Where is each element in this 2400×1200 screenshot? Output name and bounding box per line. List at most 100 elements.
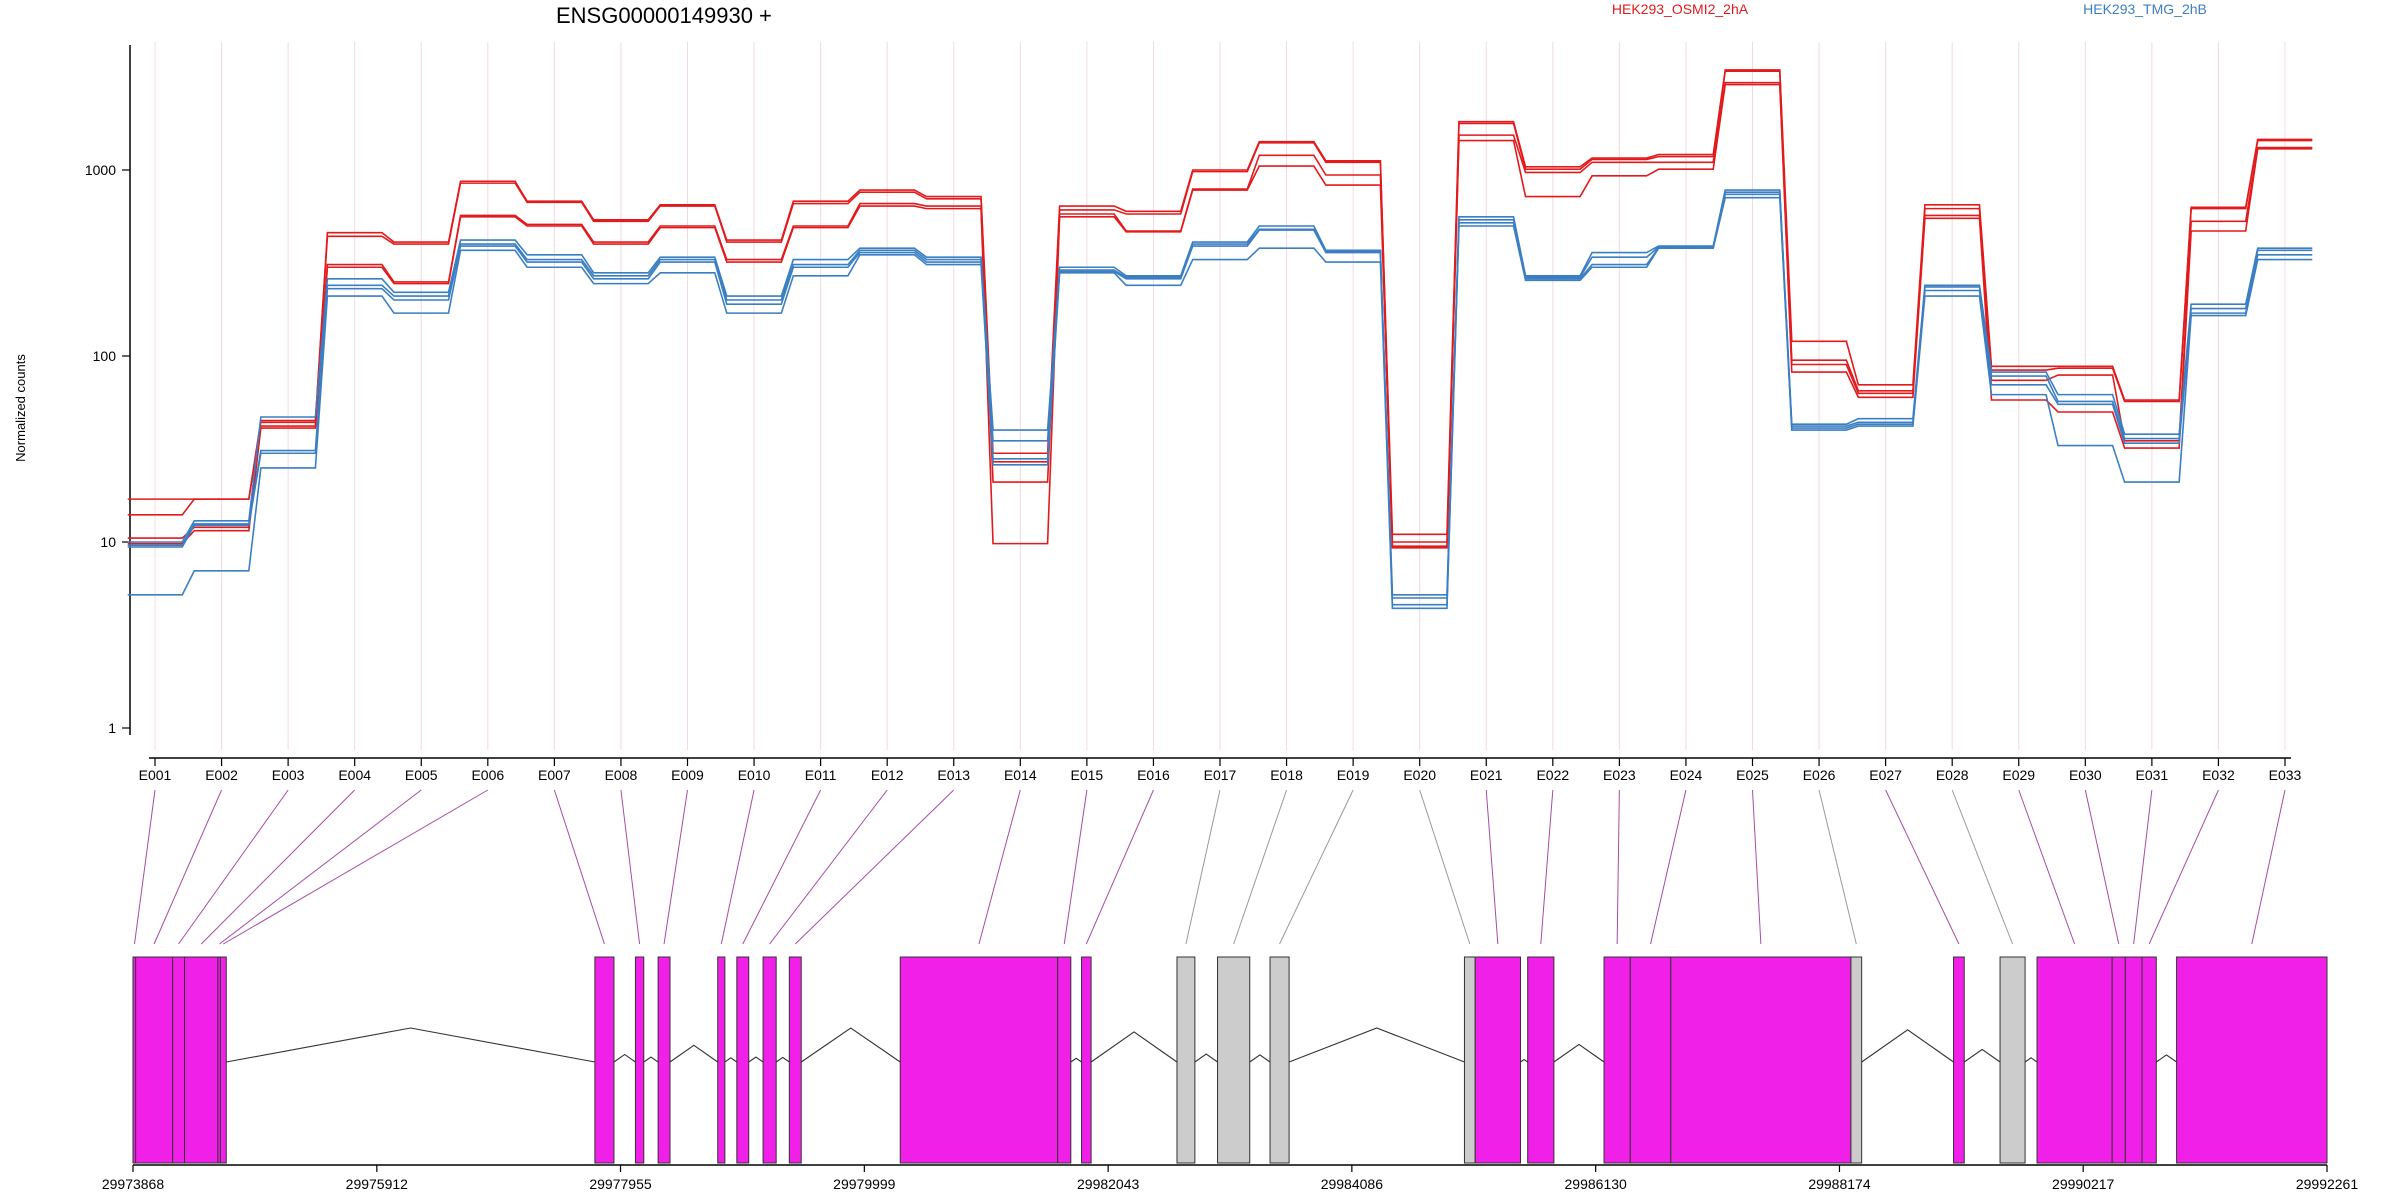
exon-connector	[2148, 789, 2219, 945]
intron	[748, 1056, 764, 1063]
x-tick-label: E014	[1004, 767, 1037, 783]
coord-tick-label: 29977955	[589, 1176, 652, 1192]
y-axis: 1 10 100 1000	[85, 45, 131, 736]
exon-connector	[1185, 789, 1221, 945]
exon-E021	[1474, 956, 1522, 1164]
intron	[226, 1027, 595, 1063]
exon-connector	[1419, 789, 1471, 945]
exon-E019	[1269, 956, 1290, 1164]
intron	[1520, 1058, 1528, 1063]
intron	[775, 1056, 790, 1063]
series-line	[127, 193, 2313, 606]
exon-connector	[1650, 789, 1687, 945]
x-tick-label: E027	[1869, 767, 1902, 783]
x-tick-label: E008	[605, 767, 638, 783]
series-line	[127, 81, 2313, 547]
exon-E010	[717, 956, 726, 1164]
exon-E028	[1999, 956, 2026, 1164]
exon-connector	[1951, 789, 2014, 945]
vertical-gridlines	[154, 42, 2286, 750]
x-tick-label: E021	[1470, 767, 1503, 783]
x-tick-label: E025	[1736, 767, 1769, 783]
exon-E024	[1629, 956, 1672, 1164]
x-tick-label: E019	[1337, 767, 1370, 783]
intron	[1861, 1029, 1954, 1063]
x-tick-label: E018	[1270, 767, 1303, 783]
x-tick-label: E032	[2202, 767, 2235, 783]
exon-E009	[657, 956, 671, 1164]
exon-connector	[223, 789, 489, 945]
series-7	[127, 196, 2313, 610]
x-tick-label: E007	[538, 767, 571, 783]
coord-tick-label: 29990217	[2052, 1176, 2115, 1192]
x-tick-label: E011	[805, 767, 837, 783]
x-tick-label: E012	[871, 767, 904, 783]
x-tick-label: E002	[205, 767, 238, 783]
exon-E032	[2141, 956, 2157, 1164]
exon-E011	[736, 956, 750, 1164]
series-1	[127, 70, 2313, 543]
intron	[1070, 1057, 1082, 1063]
exon-E029	[2036, 956, 2113, 1164]
exon-E016	[1081, 956, 1092, 1164]
x-tick-label: E031	[2136, 767, 2169, 783]
exon-E023	[1603, 956, 1631, 1164]
intron	[643, 1056, 659, 1063]
coord-tick-label: 29992261	[2296, 1176, 2359, 1192]
exon-connector	[1485, 789, 1499, 945]
exon-connector	[1085, 789, 1154, 945]
intron	[1090, 1031, 1178, 1063]
x-tick-label: E017	[1204, 767, 1237, 783]
y-axis-label: Normalized counts	[13, 354, 28, 462]
exon-E012	[762, 956, 777, 1164]
exon-connector	[1885, 789, 1960, 945]
legend: HEK293_OSMI2_2hA HEK293_TMG_2hB	[1612, 1, 2207, 17]
exon-connector	[1752, 789, 1762, 945]
x-tick-label: E009	[671, 767, 704, 783]
exon-connector	[1279, 789, 1354, 945]
x-tick-label: E001	[139, 767, 172, 783]
coord-tick-label: 29984086	[1321, 1176, 1384, 1192]
intron	[669, 1044, 719, 1063]
x-tick-label: E022	[1536, 767, 1569, 783]
exon-E004	[184, 956, 219, 1164]
intron	[2024, 1057, 2038, 1063]
gene-model	[132, 956, 2328, 1164]
exon-connector	[663, 789, 688, 945]
exon-E020	[1463, 956, 1476, 1164]
exon-E033	[2176, 956, 2328, 1164]
intron	[724, 1057, 738, 1063]
x-tick-label: E024	[1670, 767, 1703, 783]
intron	[2155, 1054, 2177, 1063]
exon-E013	[788, 956, 802, 1164]
exon-connector	[978, 789, 1021, 945]
exon-connector	[794, 789, 955, 945]
series-4	[127, 189, 2313, 596]
exon-connector	[200, 789, 356, 945]
exon-connector	[720, 789, 755, 945]
x-tick-label: E026	[1803, 767, 1836, 783]
legend-entry: HEK293_TMG_2hB	[2083, 1, 2207, 17]
x-tick-label: E003	[272, 767, 305, 783]
x-tick-label: E016	[1137, 767, 1170, 783]
x-tick-label: E028	[1936, 767, 1969, 783]
series-3	[127, 83, 2313, 549]
exon-E008	[634, 956, 645, 1164]
exon-E007	[594, 956, 615, 1164]
exon-E018	[1217, 956, 1251, 1164]
coord-tick-label: 29982043	[1077, 1176, 1140, 1192]
coord-tick-label: 29988174	[1808, 1176, 1871, 1192]
intron	[1249, 1054, 1271, 1063]
chart-title: ENSG00000149930 +	[556, 3, 772, 28]
exon-E022	[1527, 956, 1555, 1164]
y-tick-label: 10	[100, 534, 116, 550]
exon-connector	[1063, 789, 1088, 945]
series-line	[127, 189, 2313, 596]
intron	[613, 1053, 636, 1063]
data-series	[127, 69, 2313, 610]
exon-E014	[899, 956, 1059, 1164]
coord-tick-label: 29975912	[346, 1176, 409, 1192]
intron	[1963, 1048, 2001, 1063]
exon-E031	[2124, 956, 2143, 1164]
exon-connector	[2251, 789, 2286, 945]
